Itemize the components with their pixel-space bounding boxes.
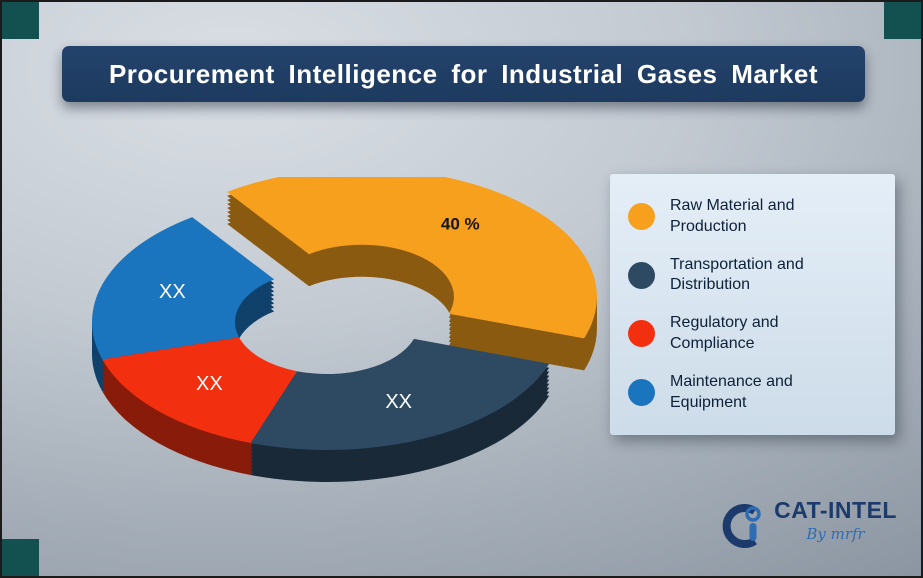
corner-decoration-top-right [884,2,921,39]
donut-chart: 40 % XX XX XX [92,177,597,482]
legend-item-label: Raw Material and Production [670,197,795,235]
slice-label-raw-material-and-production: 40 % [441,214,480,233]
slice-label-regulatory-and-compliance: XX [196,373,223,395]
chart-legend: Raw Material and Production Transportatio… [610,174,895,436]
legend-swatch-icon [628,320,655,348]
slice-maintenance-and-equipment [92,217,275,360]
brand-name: CAT-INTEL [774,497,897,523]
slice-label-maintenance-and-equipment: XX [159,281,186,303]
title-banner: Procurement Intelligence for Industrial … [62,46,865,102]
legend-swatch-icon [628,261,655,289]
slice-label-transportation-and-distribution: XX [385,391,412,413]
slice-regulatory-and-compliance [102,337,297,443]
legend-item-label: Transportation and Distribution [670,255,804,294]
page-title: Procurement Intelligence for Industrial … [108,58,819,89]
corner-decoration-top-left [2,2,39,39]
legend-item: Raw Material and Production [628,196,877,238]
legend-item: Regulatory and Compliance [628,313,877,355]
legend-item-label: Regulatory and Compliance [670,314,779,352]
legend-swatch-icon [628,203,655,231]
legend-item: Transportation and Distribution [628,255,877,297]
brand-logo-icon [722,504,761,548]
legend-swatch-icon [628,379,655,407]
legend-item-label: Maintenance and Equipment [670,372,793,411]
corner-decoration-bottom-left [2,539,39,576]
brand-logo: CAT-INTEL By mrfr [719,497,897,552]
slice-transportation-and-distribution [250,338,550,450]
slice-raw-material-and-production [227,177,597,339]
legend-item: Maintenance and Equipment [628,372,877,414]
brand-byline: By mrfr [806,525,865,544]
